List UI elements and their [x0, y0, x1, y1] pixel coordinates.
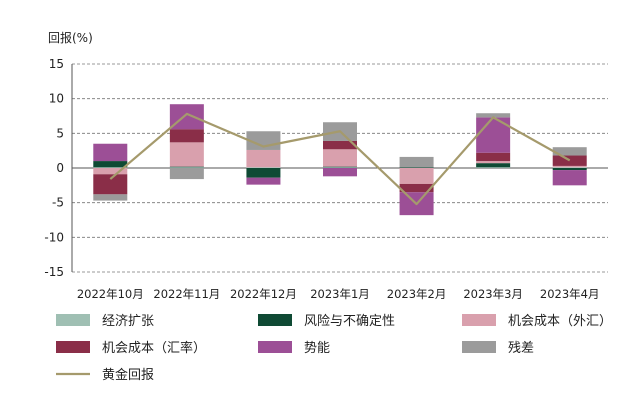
y-tick-label: -5	[52, 196, 64, 210]
legend-swatch	[56, 341, 90, 353]
bar-segment	[323, 140, 357, 150]
bar-segment	[552, 170, 587, 186]
gold-return-line	[109, 112, 571, 206]
bar-segment	[169, 166, 204, 168]
bar-segment	[93, 167, 128, 168]
bar-segment	[476, 113, 511, 118]
legend-label: 黄金回报	[102, 367, 154, 383]
bar-segment	[169, 129, 204, 143]
y-tick-label: 10	[49, 92, 64, 106]
bar-segment	[93, 174, 128, 195]
legend-label: 风险与不确定性	[304, 314, 395, 329]
bar-segment	[246, 167, 281, 168]
bar-segment	[323, 168, 357, 177]
bar-segment	[169, 168, 204, 180]
bar-segment	[93, 161, 128, 168]
bars-layer	[93, 104, 587, 216]
bar-segment	[93, 168, 128, 175]
bar-segment	[552, 167, 587, 168]
bar-segment	[323, 166, 357, 168]
bar-segment	[93, 143, 128, 162]
x-tick-label: 2023年2月	[387, 287, 447, 301]
bar-segment	[323, 149, 357, 167]
bar-segment	[169, 167, 204, 168]
y-tick-label: 0	[56, 161, 64, 175]
bar-segment	[169, 142, 204, 167]
x-tick-label: 2022年11月	[153, 287, 220, 301]
bar-segment	[246, 149, 281, 168]
bar-segment	[246, 177, 281, 185]
legend-label: 机会成本（汇率）	[102, 340, 206, 356]
x-tick-label: 2023年1月	[310, 287, 370, 301]
y-tick-label: 5	[56, 126, 64, 140]
bar-segment	[399, 168, 434, 184]
y-tick-label: 15	[49, 57, 64, 71]
bar-segment	[552, 147, 587, 156]
bar-segment	[552, 165, 587, 168]
y-axis-label: 回报(%)	[48, 30, 93, 45]
x-tick-label: 2022年10月	[77, 287, 144, 301]
legend-swatch	[56, 314, 90, 326]
bar-segment	[323, 167, 357, 168]
y-tick-label: -15	[44, 265, 64, 279]
x-tick-layer: 2022年10月 2022年11月 2022年12月 2023年1月 2023年2月 20…	[77, 287, 600, 301]
x-tick-label: 2022年12月	[230, 287, 297, 301]
x-tick-label: 2023年4月	[540, 287, 600, 301]
bar-segment	[476, 163, 511, 168]
bar-segment	[399, 183, 434, 193]
bar-segment	[552, 168, 587, 171]
bar-segment	[476, 152, 511, 162]
bar-segment	[93, 194, 128, 201]
bar-segment	[476, 161, 511, 164]
bar-segment	[399, 167, 434, 168]
bar-segment	[399, 156, 434, 168]
legend-swatch	[462, 341, 496, 353]
bar-segment	[246, 168, 281, 178]
legend-label: 机会成本（外汇）	[508, 314, 612, 329]
bar-segment	[169, 104, 204, 130]
bar-segment	[476, 167, 511, 168]
bar-segment	[552, 155, 587, 166]
bar-segment	[476, 117, 511, 153]
y-tick-label: -10	[44, 230, 64, 244]
legend-swatch	[462, 314, 496, 326]
legend-label: 势能	[304, 340, 330, 356]
legend-label: 经济扩张	[102, 314, 154, 329]
line-layer	[109, 112, 571, 206]
legend-label: 残差	[508, 341, 534, 356]
legend-swatch	[258, 314, 292, 326]
legend-swatch	[258, 341, 292, 353]
x-tick-label: 2023年3月	[463, 287, 523, 301]
